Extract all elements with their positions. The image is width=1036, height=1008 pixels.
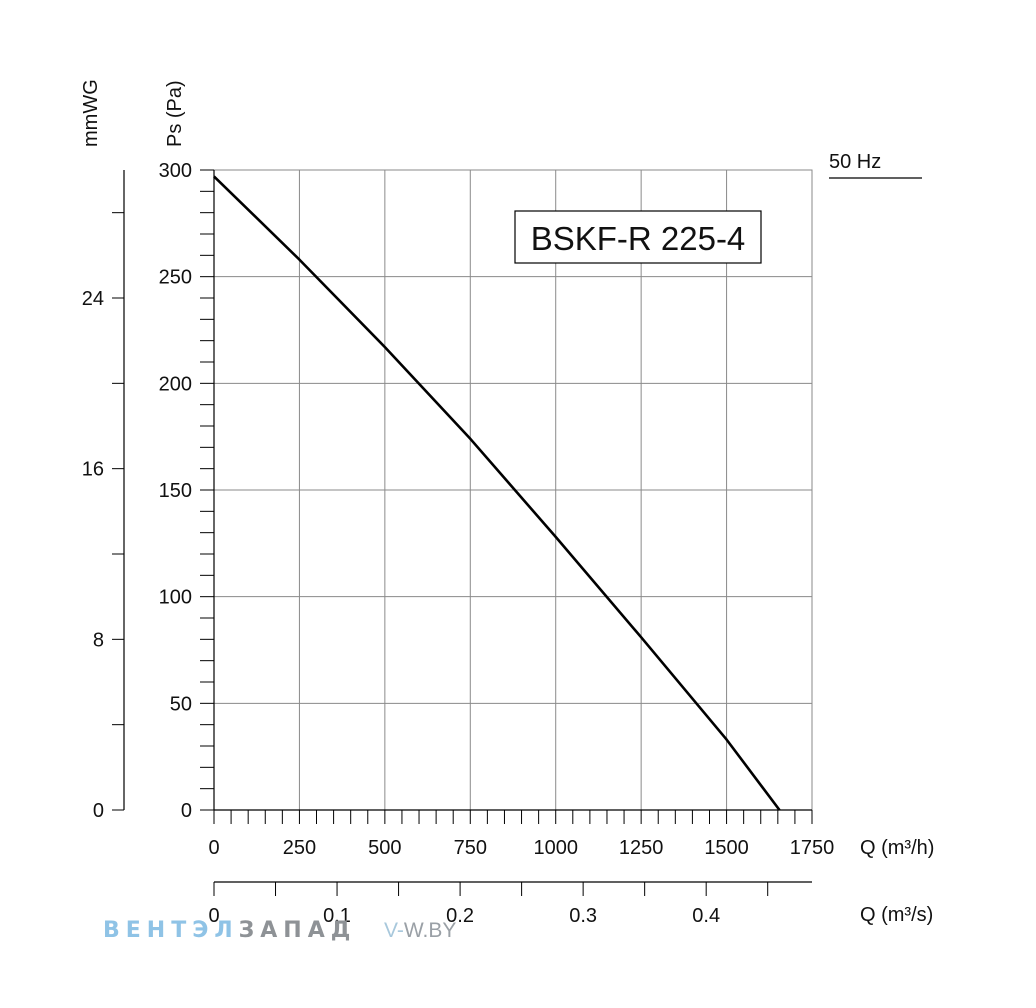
x2-tick-label: 0.3 — [569, 905, 597, 927]
frequency-label: 50 Hz — [829, 151, 881, 173]
y-axis-title: Ps (Pa) — [164, 80, 186, 147]
y-tick-label: 0 — [181, 800, 192, 822]
svg-text:V-W.BY: V-W.BY — [384, 919, 456, 942]
watermark-site-part1: V- — [384, 919, 404, 942]
y2-axis-title: mmWG — [80, 79, 102, 147]
x-tick-label: 0 — [208, 837, 219, 859]
y2-tick-label: 24 — [82, 288, 104, 310]
y-tick-label: 250 — [159, 267, 192, 289]
chart-title-box — [514, 210, 762, 264]
x-tick-label: 750 — [454, 837, 487, 859]
y-tick-label: 300 — [159, 160, 192, 182]
x-tick-label: 1750 — [790, 837, 835, 859]
axes: 0 250 500 750 1000 1250 1500 1750 0 50 100 150 200 25… — [82, 160, 835, 927]
watermark: ВЕНТЭЛЗАПАД V-W.BY — [103, 918, 456, 943]
grid — [213, 169, 813, 811]
y-tick-label: 150 — [159, 480, 192, 502]
x2-tick-label: 0.1 — [323, 905, 351, 927]
y-tick-label: 50 — [170, 693, 192, 715]
watermark-site-part2: W.BY — [404, 919, 457, 942]
watermark-brand-part1: ВЕНТЭЛ — [103, 918, 239, 943]
fan-curve-line — [213, 175, 781, 811]
x-axis-title: Q (m³/h) — [860, 837, 934, 859]
x2-tick-label: 0 — [208, 905, 219, 927]
y2-tick-label: 8 — [93, 629, 104, 651]
y2-tick-label: 0 — [93, 800, 104, 822]
y2-tick-label: 16 — [82, 459, 104, 481]
y-tick-label: 200 — [159, 373, 192, 395]
x-tick-label: 1500 — [704, 837, 749, 859]
watermark-brand-part2: ЗАПАД — [239, 918, 357, 943]
y-tick-label: 100 — [159, 587, 192, 609]
x2-tick-label: 0.2 — [446, 905, 474, 927]
x-tick-label: 1000 — [533, 837, 578, 859]
x-tick-label: 500 — [368, 837, 401, 859]
chart-title: BSKF-R 225-4 — [531, 220, 746, 257]
x-tick-label: 250 — [283, 837, 316, 859]
x2-tick-label: 0.4 — [692, 905, 720, 927]
curve-layer — [213, 175, 781, 811]
x-tick-label: 1250 — [619, 837, 664, 859]
svg-text:ВЕНТЭЛЗАПАД: ВЕНТЭЛЗАПАД — [103, 918, 356, 943]
x2-axis-title: Q (m³/s) — [860, 904, 933, 926]
